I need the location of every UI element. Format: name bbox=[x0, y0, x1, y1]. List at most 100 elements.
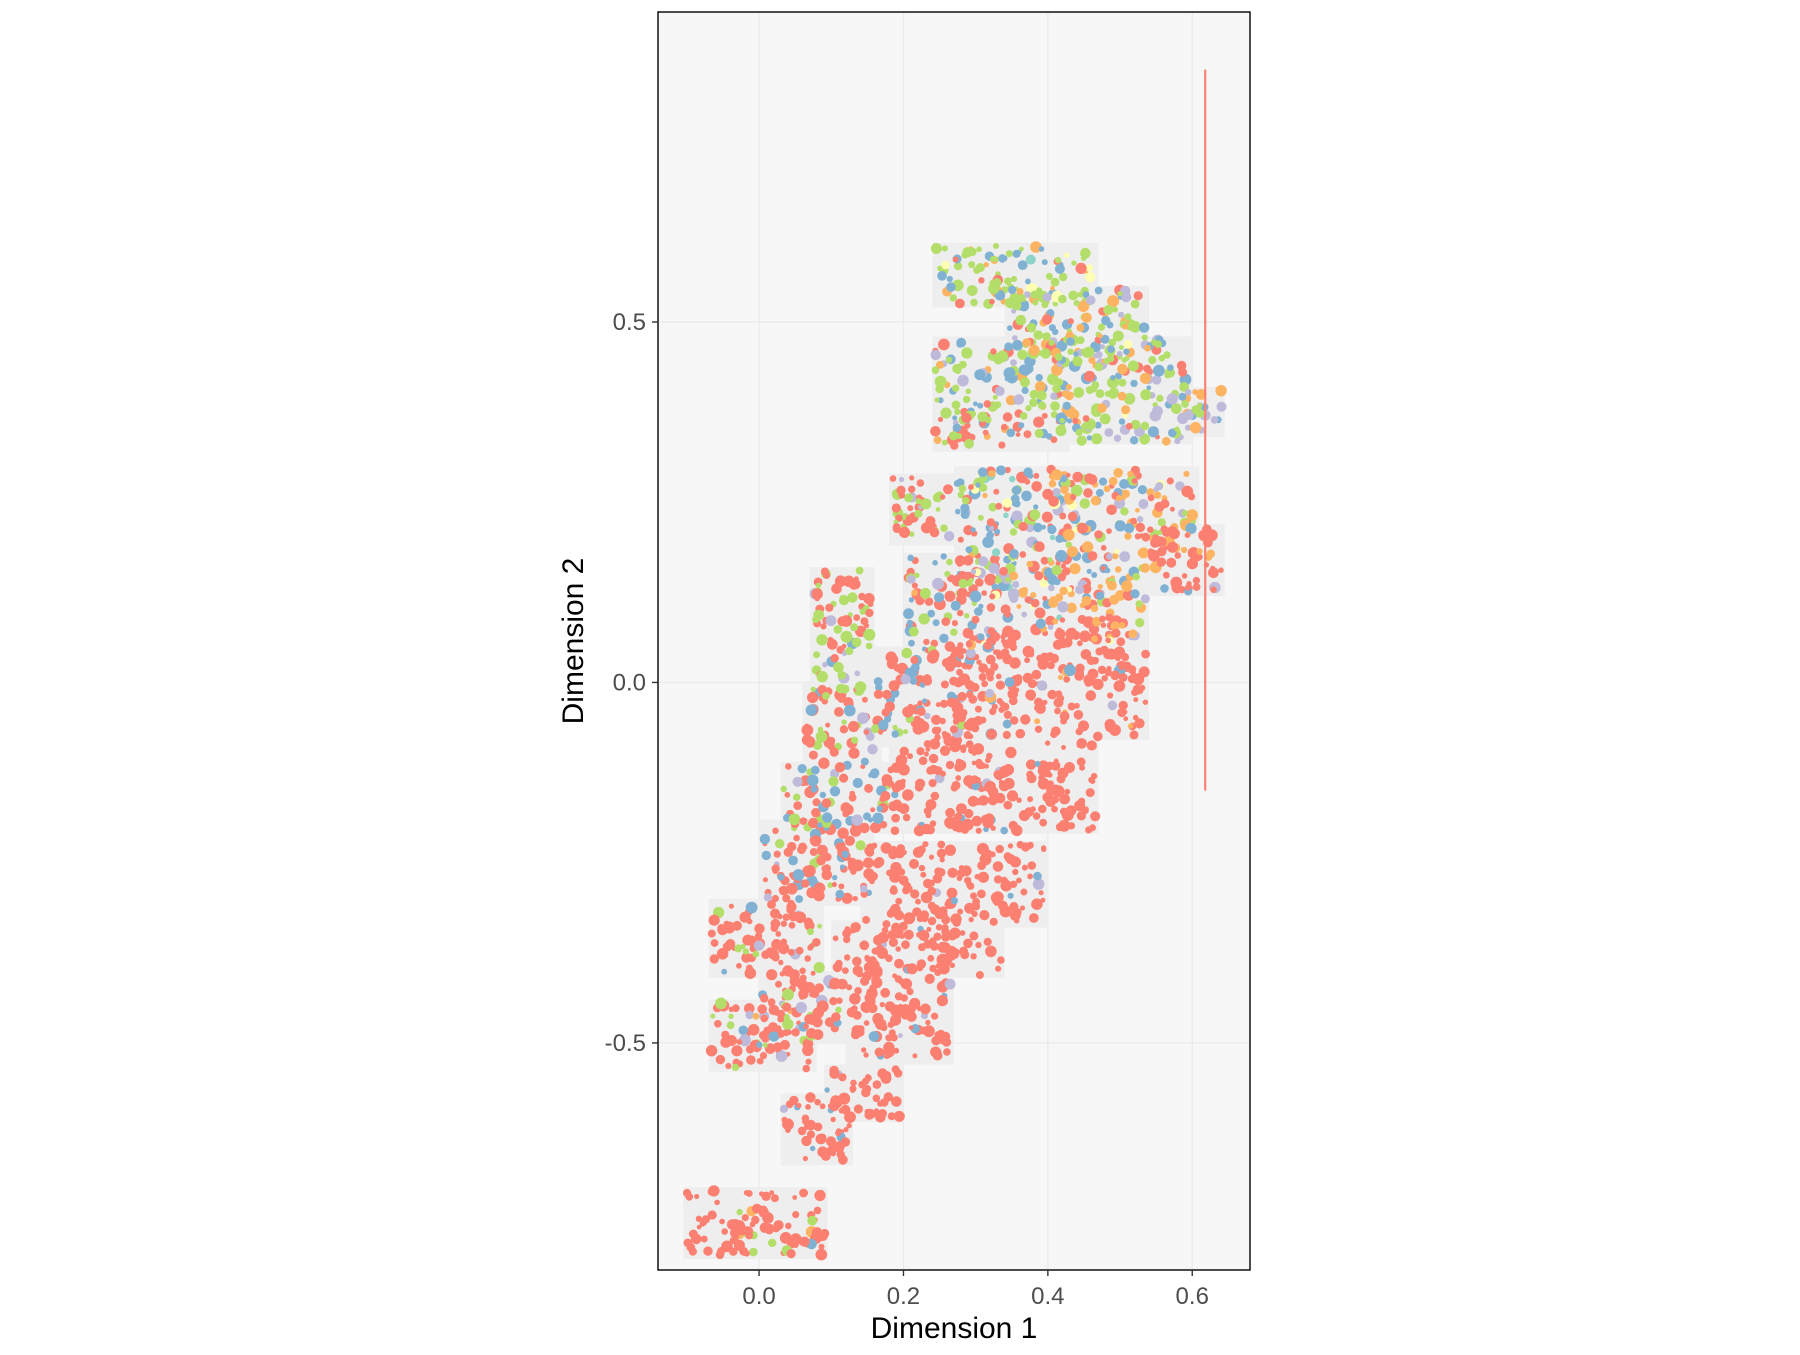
data-point bbox=[1019, 551, 1027, 558]
data-point bbox=[909, 677, 918, 685]
data-point bbox=[825, 722, 831, 728]
data-point bbox=[1105, 637, 1112, 644]
data-point bbox=[810, 970, 816, 976]
plot-panel-group bbox=[657, 11, 1251, 1271]
data-point bbox=[950, 600, 961, 611]
data-point bbox=[1055, 822, 1065, 832]
data-point bbox=[1107, 355, 1115, 362]
data-point bbox=[815, 582, 822, 589]
data-point bbox=[688, 1247, 698, 1256]
data-point bbox=[1185, 585, 1191, 591]
data-point bbox=[1035, 373, 1043, 382]
data-point bbox=[1089, 669, 1096, 675]
data-point bbox=[915, 898, 921, 905]
data-point bbox=[1052, 384, 1061, 393]
data-point bbox=[1009, 549, 1019, 559]
data-point bbox=[952, 423, 962, 433]
data-point bbox=[1108, 338, 1117, 347]
data-point bbox=[817, 923, 822, 929]
data-point bbox=[868, 1031, 880, 1042]
data-point bbox=[936, 360, 944, 369]
x-tick-label: 0.0 bbox=[742, 1283, 775, 1310]
data-point bbox=[933, 932, 942, 941]
data-point bbox=[810, 686, 816, 692]
data-point bbox=[776, 913, 783, 920]
data-point bbox=[789, 975, 801, 987]
data-point bbox=[795, 1001, 807, 1014]
data-point bbox=[1052, 618, 1059, 625]
data-point bbox=[949, 294, 957, 302]
data-point bbox=[725, 939, 736, 949]
data-point bbox=[1065, 472, 1071, 478]
data-point bbox=[1009, 571, 1019, 581]
data-point bbox=[1007, 892, 1014, 899]
data-point bbox=[1042, 699, 1048, 706]
data-point bbox=[1178, 392, 1187, 401]
data-point bbox=[1072, 356, 1083, 367]
data-point bbox=[797, 1126, 807, 1136]
data-point bbox=[1037, 766, 1048, 776]
data-point bbox=[953, 698, 960, 705]
data-point bbox=[941, 245, 949, 252]
data-point bbox=[780, 920, 787, 927]
data-point bbox=[1095, 351, 1103, 359]
data-point bbox=[910, 656, 919, 664]
data-point bbox=[1041, 314, 1053, 325]
data-point bbox=[1082, 415, 1090, 422]
data-point bbox=[929, 527, 940, 538]
data-point bbox=[908, 1025, 914, 1030]
data-point bbox=[1007, 588, 1020, 600]
data-point bbox=[817, 822, 823, 829]
data-point bbox=[1196, 548, 1203, 555]
data-point bbox=[961, 251, 969, 259]
data-point bbox=[875, 944, 884, 953]
data-point bbox=[1050, 436, 1058, 444]
data-point bbox=[1112, 330, 1124, 342]
data-point bbox=[1094, 530, 1103, 539]
data-point bbox=[812, 798, 821, 807]
data-point bbox=[1184, 389, 1192, 396]
data-point bbox=[1120, 507, 1129, 516]
data-point bbox=[1050, 401, 1060, 411]
data-point bbox=[956, 337, 967, 348]
data-point bbox=[983, 937, 992, 947]
data-point bbox=[971, 782, 980, 791]
data-point bbox=[1118, 664, 1125, 671]
data-point bbox=[1139, 372, 1151, 384]
data-point bbox=[1186, 509, 1198, 521]
data-point bbox=[1080, 348, 1089, 356]
data-point bbox=[774, 1010, 779, 1016]
data-point bbox=[1184, 532, 1191, 538]
data-point bbox=[937, 840, 946, 849]
data-point bbox=[1027, 679, 1037, 689]
data-point bbox=[807, 1215, 818, 1226]
data-point bbox=[717, 924, 726, 933]
data-point bbox=[995, 844, 1004, 854]
data-point bbox=[1002, 730, 1011, 740]
data-point bbox=[1117, 391, 1127, 401]
data-point bbox=[844, 704, 856, 717]
data-point bbox=[1063, 252, 1070, 258]
data-point bbox=[793, 793, 801, 801]
data-point bbox=[1181, 573, 1188, 579]
data-point bbox=[916, 479, 925, 487]
data-point bbox=[1080, 649, 1092, 660]
data-point bbox=[976, 246, 982, 253]
data-point bbox=[1059, 586, 1068, 596]
data-point bbox=[1152, 375, 1162, 385]
data-point bbox=[1062, 529, 1075, 541]
data-point bbox=[1050, 277, 1060, 287]
data-point bbox=[707, 929, 716, 938]
data-point bbox=[807, 692, 819, 704]
data-point bbox=[1047, 557, 1053, 563]
data-point bbox=[1066, 586, 1073, 593]
data-point bbox=[1091, 572, 1098, 578]
data-point bbox=[838, 883, 845, 890]
data-point bbox=[850, 1079, 857, 1087]
data-point bbox=[946, 282, 956, 292]
data-point bbox=[1001, 638, 1006, 644]
data-point bbox=[751, 1215, 760, 1225]
data-point bbox=[803, 1023, 809, 1030]
data-point bbox=[883, 1052, 891, 1059]
data-point bbox=[970, 410, 977, 417]
